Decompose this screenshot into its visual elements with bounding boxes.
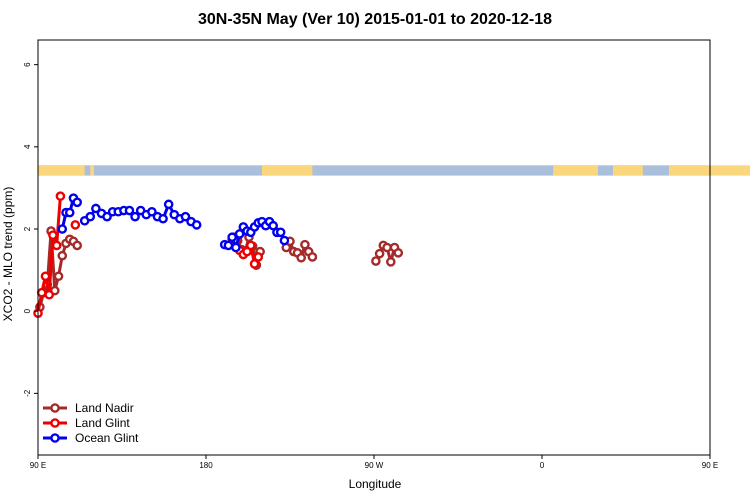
- data-point: [57, 224, 68, 234]
- data-point: [48, 230, 58, 240]
- data-point: [130, 211, 140, 222]
- x-axis-label: Longitude: [349, 477, 402, 491]
- land-band-segment: [262, 165, 313, 176]
- data-point: [85, 211, 96, 222]
- data-point: [385, 257, 396, 267]
- legend-label: Ocean Glint: [75, 431, 139, 445]
- x-tick-label: 90 E: [702, 461, 718, 470]
- data-point: [163, 199, 174, 210]
- data-point: [72, 240, 82, 251]
- legend-marker: [50, 433, 60, 443]
- land-band-segment: [668, 165, 750, 176]
- x-tick-label: 180: [199, 461, 213, 470]
- data-point: [72, 197, 82, 208]
- data-point: [191, 220, 202, 230]
- legend-marker: [50, 403, 60, 413]
- y-axis: -2 0 2 4 6: [23, 62, 38, 397]
- y-axis-label: XCO2 - MLO trend (ppm): [1, 187, 15, 322]
- data-point: [300, 239, 310, 250]
- y-tick-label: 2: [23, 226, 32, 231]
- land-band-segment: [38, 165, 85, 176]
- ocean-band: [38, 165, 710, 176]
- data-point: [279, 235, 290, 246]
- data-point: [158, 213, 168, 224]
- y-tick-label: 4: [23, 144, 32, 149]
- data-point: [57, 250, 68, 261]
- land-band-segment: [90, 165, 94, 176]
- data-point: [70, 220, 81, 230]
- data-point: [223, 240, 234, 251]
- x-tick-label: 90 E: [30, 461, 46, 470]
- data-point: [245, 240, 256, 251]
- legend-item: Ocean Glint: [43, 431, 139, 445]
- data-point: [53, 271, 64, 282]
- data-point: [91, 203, 101, 214]
- data-point: [147, 206, 157, 217]
- y-tick-label: 6: [23, 62, 32, 67]
- data-point: [275, 227, 286, 238]
- y-tick-label: -2: [23, 389, 32, 397]
- y-tick-label: 0: [23, 308, 32, 313]
- data-point: [393, 248, 404, 258]
- data-point: [102, 211, 112, 222]
- data-point: [36, 287, 47, 298]
- x-tick-label: 0: [540, 461, 545, 470]
- legend-item: Land Nadir: [43, 401, 134, 415]
- data-point: [307, 252, 318, 262]
- data-point: [234, 229, 245, 239]
- data-point: [227, 232, 237, 243]
- legend-item: Land Glint: [43, 416, 130, 430]
- data-point: [374, 248, 385, 259]
- legend-label: Land Nadir: [75, 401, 134, 415]
- land-band-segment: [553, 165, 598, 176]
- land-band-segment: [612, 165, 643, 176]
- land-band: [38, 165, 750, 176]
- plot-series: [33, 191, 404, 319]
- series-land-nadir: [35, 226, 404, 312]
- data-point: [249, 259, 260, 269]
- data-point: [231, 242, 241, 253]
- data-point: [296, 252, 307, 263]
- data-point: [124, 205, 135, 216]
- data-point: [40, 271, 51, 282]
- plot-frame: [37, 39, 711, 456]
- chart-title: 30N-35N May (Ver 10) 2015-01-01 to 2020-…: [198, 11, 552, 28]
- data-point: [55, 191, 66, 201]
- data-point: [253, 252, 264, 262]
- data-point: [371, 256, 381, 266]
- data-point: [382, 242, 392, 253]
- legend-label: Land Glint: [75, 416, 130, 430]
- x-tick-label: 90 W: [365, 461, 384, 470]
- legend-marker: [50, 418, 60, 428]
- data-point: [51, 240, 62, 251]
- series-ocean-glint: [57, 193, 290, 253]
- data-point: [64, 207, 75, 218]
- data-point: [44, 289, 55, 300]
- data-point: [180, 211, 191, 222]
